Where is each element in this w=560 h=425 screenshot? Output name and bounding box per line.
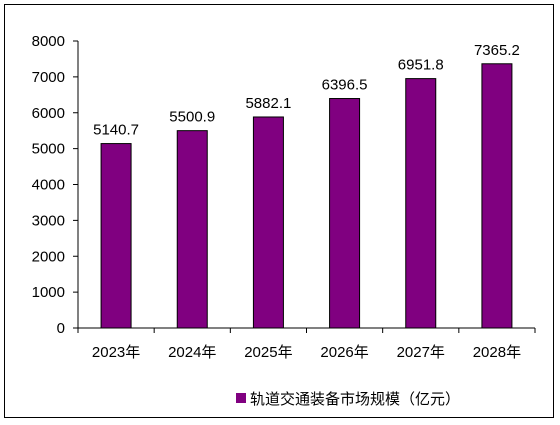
data-label: 5882.1 — [245, 95, 291, 112]
y-tick-label: 7000 — [32, 69, 65, 86]
y-tick-label: 2000 — [32, 248, 65, 265]
y-tick-label: 6000 — [32, 105, 65, 122]
data-label: 6396.5 — [322, 77, 368, 94]
data-label: 5140.7 — [93, 122, 139, 139]
y-tick-label: 0 — [57, 320, 65, 337]
legend-swatch — [236, 393, 246, 403]
bar — [481, 63, 513, 329]
x-tick-label: 2027年 — [397, 344, 445, 361]
x-tick-label: 2028年 — [473, 344, 521, 361]
x-axis: 2023年 2024年 2025年 2026年 2027年 2028年 — [92, 344, 521, 361]
bar-series: 5140.7 5500.9 5882.1 6396.5 6951.8 7365.2 — [93, 42, 520, 329]
bar — [100, 143, 132, 329]
y-tick-label: 5000 — [32, 141, 65, 158]
bar — [405, 78, 437, 329]
bar — [176, 130, 208, 329]
x-tick-label: 2025年 — [244, 344, 292, 361]
y-axis: 0 1000 2000 3000 4000 5000 6000 7000 8000 — [32, 33, 65, 337]
x-tick-label: 2026年 — [320, 344, 368, 361]
y-tick-label: 4000 — [32, 177, 65, 194]
y-tick-label: 8000 — [32, 33, 65, 50]
data-label: 5500.9 — [169, 109, 215, 126]
data-label: 6951.8 — [398, 57, 444, 74]
y-tick-label: 3000 — [32, 212, 65, 229]
data-label: 7365.2 — [474, 42, 520, 59]
y-tick-label: 1000 — [32, 284, 65, 301]
axes — [73, 40, 536, 333]
bar — [252, 116, 284, 329]
legend: 轨道交通装备市场规模（亿元） — [236, 390, 460, 408]
x-tick-label: 2023年 — [92, 344, 140, 361]
bar — [329, 98, 361, 329]
x-tick-label: 2024年 — [168, 344, 216, 361]
legend-label: 轨道交通装备市场规模（亿元） — [250, 390, 460, 408]
